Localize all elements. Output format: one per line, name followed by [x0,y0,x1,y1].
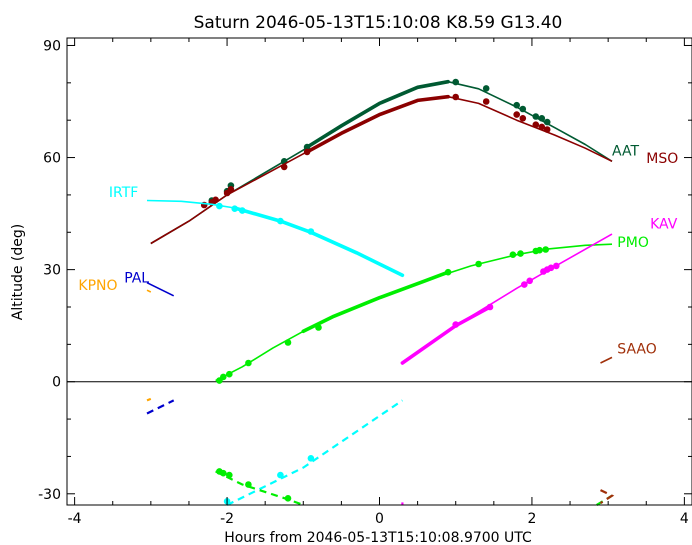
series-mso-point [519,115,527,122]
series-mso-point [532,121,540,128]
series-pal: PAL [124,271,175,415]
series-kav-point [547,264,555,272]
series-pmo-point [226,370,233,378]
y-tick-label: -30 [38,487,61,503]
series-kav-observable [400,305,492,365]
series-irtf-point [277,471,284,479]
series-aat-point [452,78,460,86]
y-tick-label: 0 [52,375,61,391]
series-pmo-point [509,251,517,258]
series-mso-point [227,186,235,193]
series-label-mso: MSO [646,151,678,167]
series-aat-point [482,85,490,92]
series-pmo-point [245,481,252,488]
series-kpno-track [146,289,152,293]
series-irtf-point [239,207,246,214]
series-kpno: KPNO [78,278,152,402]
series-pmo-point [536,246,543,254]
series-aat-point [538,115,546,122]
series-aat-point [519,105,527,113]
series-pal-below-horizon [146,399,175,415]
series-pmo-observable [301,270,450,334]
series-irtf-point [277,217,284,225]
chart-title: Saturn 2046-05-13T15:10:08 K8.59 G13.40 [194,13,563,33]
series-irtf-point [307,455,315,462]
series-mso-point [212,196,219,204]
series-pmo-point [226,471,233,479]
series-pmo-point [245,359,252,367]
series-irtf-below-horizon [226,399,404,506]
x-axis-label: Hours from 2046-05-13T15:10:08.9700 UTC [224,530,532,545]
series-label-saao: SAAO [617,342,656,358]
y-axis-label: Altitude (deg) [10,224,26,320]
series-saao-track [600,356,613,364]
y-tick-label: 30 [43,263,61,279]
series-irtf-point [307,228,315,235]
series-pmo-point [517,250,524,257]
series-label-aat: AAT [612,144,639,160]
series-aat-point [303,143,311,151]
series-mso-point [303,148,311,156]
series-aat-observable [305,79,450,149]
series-mso: MSO [150,93,678,245]
x-tick-label: 0 [375,511,384,527]
series-pmo-point [444,268,452,276]
x-tick-label: -4 [68,511,82,527]
series-kav-point [526,277,533,285]
series-irtf: IRTF [109,185,405,506]
series-aat-point [513,101,520,109]
series-kav-point [452,321,460,328]
x-tick-label: 2 [527,511,536,527]
series-pmo-point [475,260,482,268]
series-irtf-point [216,202,223,210]
series-kav-point [521,281,528,288]
series-saao-below-horizon [599,489,615,505]
series-kav-point [553,262,560,270]
y-tick-label: 60 [43,151,61,167]
series-kav-track [401,233,613,364]
series-mso-observable [305,94,450,154]
series-label-kav: KAV [650,217,678,233]
series-pal-track [146,281,175,297]
series-aat: AAT [150,78,639,245]
series-saao: SAAO [599,342,657,505]
series-kav: KAV [400,217,678,505]
series-aat-point [532,113,540,120]
series-mso-point [280,163,288,171]
x-tick-label: 4 [680,511,689,527]
series-aat-point [543,118,551,126]
series-label-kpno: KPNO [78,278,117,294]
series-irtf-track [146,199,235,209]
series-pmo-point [542,246,549,253]
plot-frame [66,37,692,506]
series-pmo-point [284,495,292,502]
series-mso-point [513,111,520,118]
series-irtf-observable [232,206,405,277]
series-mso-point [538,123,546,131]
series-pmo-point [284,339,292,346]
series-kav-point [486,303,494,311]
axes-frame: -4 -2 0 2 4 -30 0 30 60 90 [38,37,692,527]
series-irtf-point [231,205,238,212]
series-pmo-point [220,373,227,381]
y-tick-label: 90 [43,38,61,54]
series-label-pmo: PMO [617,235,649,251]
series-pmo-point [315,324,322,331]
series-label-pal: PAL [124,271,149,287]
series-mso-point [452,93,460,101]
series-pmo-track [215,243,613,382]
series-pmo-point [220,469,227,477]
series-mso-point [543,126,551,133]
series-pmo: PMO [215,235,649,507]
series-label-irtf: IRTF [109,185,138,201]
series-mso-point [482,98,490,105]
series-kpno-below-horizon [146,397,152,402]
x-tick-label: -2 [220,511,234,527]
series-aat-track [150,80,613,245]
